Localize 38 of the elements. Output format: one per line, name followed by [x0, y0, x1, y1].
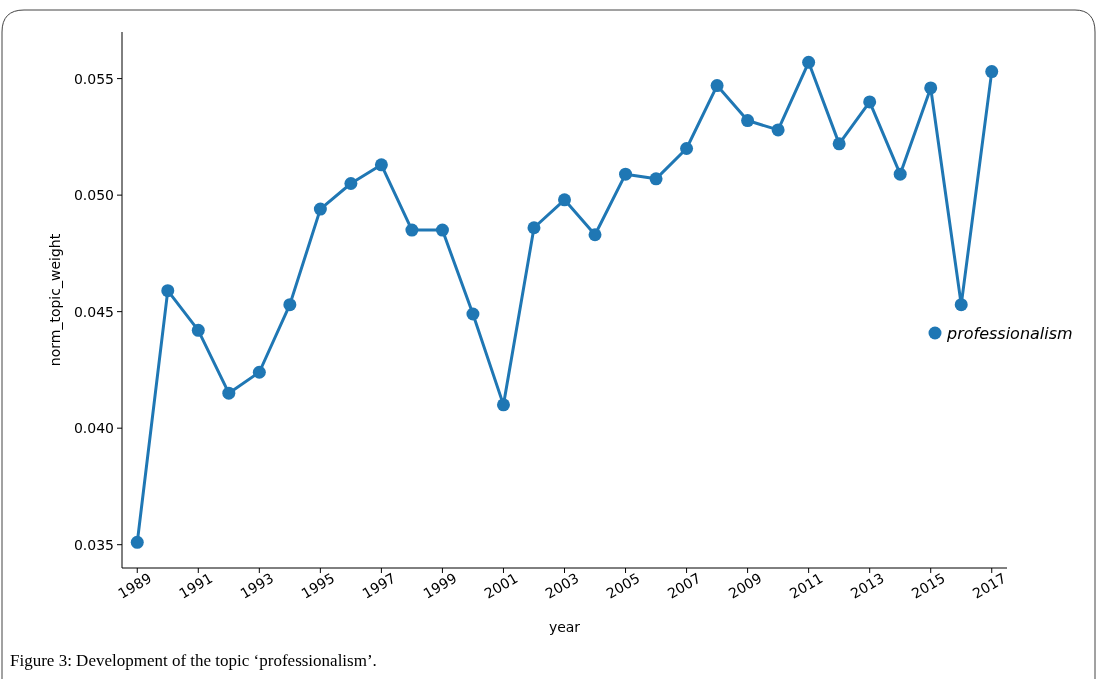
point — [283, 298, 297, 312]
point — [985, 65, 999, 79]
x-axis-title: year — [548, 619, 581, 635]
point — [191, 323, 205, 337]
caption: Figure 3: Development of the topic ‘professionalism’. — [10, 651, 377, 670]
point — [466, 307, 480, 321]
point — [527, 221, 541, 235]
y-tick-label: 0.055 — [73, 70, 114, 87]
point — [771, 123, 785, 137]
y-tick-label: 0.050 — [73, 187, 114, 204]
y-tick-label: 0.045 — [73, 303, 114, 320]
point — [710, 79, 724, 93]
point — [496, 398, 510, 412]
point — [619, 167, 633, 181]
point — [893, 167, 907, 181]
y-axis-title: norm_topic_weight — [47, 233, 63, 367]
point — [924, 81, 938, 95]
point — [741, 114, 755, 128]
y-tick-label: 0.035 — [73, 536, 114, 553]
point — [344, 176, 358, 190]
point — [374, 158, 388, 172]
point — [161, 284, 175, 298]
point — [802, 55, 816, 69]
point — [558, 193, 571, 207]
legend-label: professionalism — [946, 323, 1073, 343]
point — [863, 95, 877, 109]
point — [649, 172, 663, 186]
point — [954, 298, 968, 312]
y-tick-label: 0.040 — [73, 420, 114, 437]
point — [405, 223, 419, 237]
point — [832, 137, 846, 151]
point — [313, 202, 327, 216]
point — [222, 386, 236, 400]
point — [435, 223, 449, 237]
point — [588, 228, 602, 242]
point — [252, 365, 266, 379]
point — [130, 535, 144, 549]
point — [680, 142, 694, 156]
